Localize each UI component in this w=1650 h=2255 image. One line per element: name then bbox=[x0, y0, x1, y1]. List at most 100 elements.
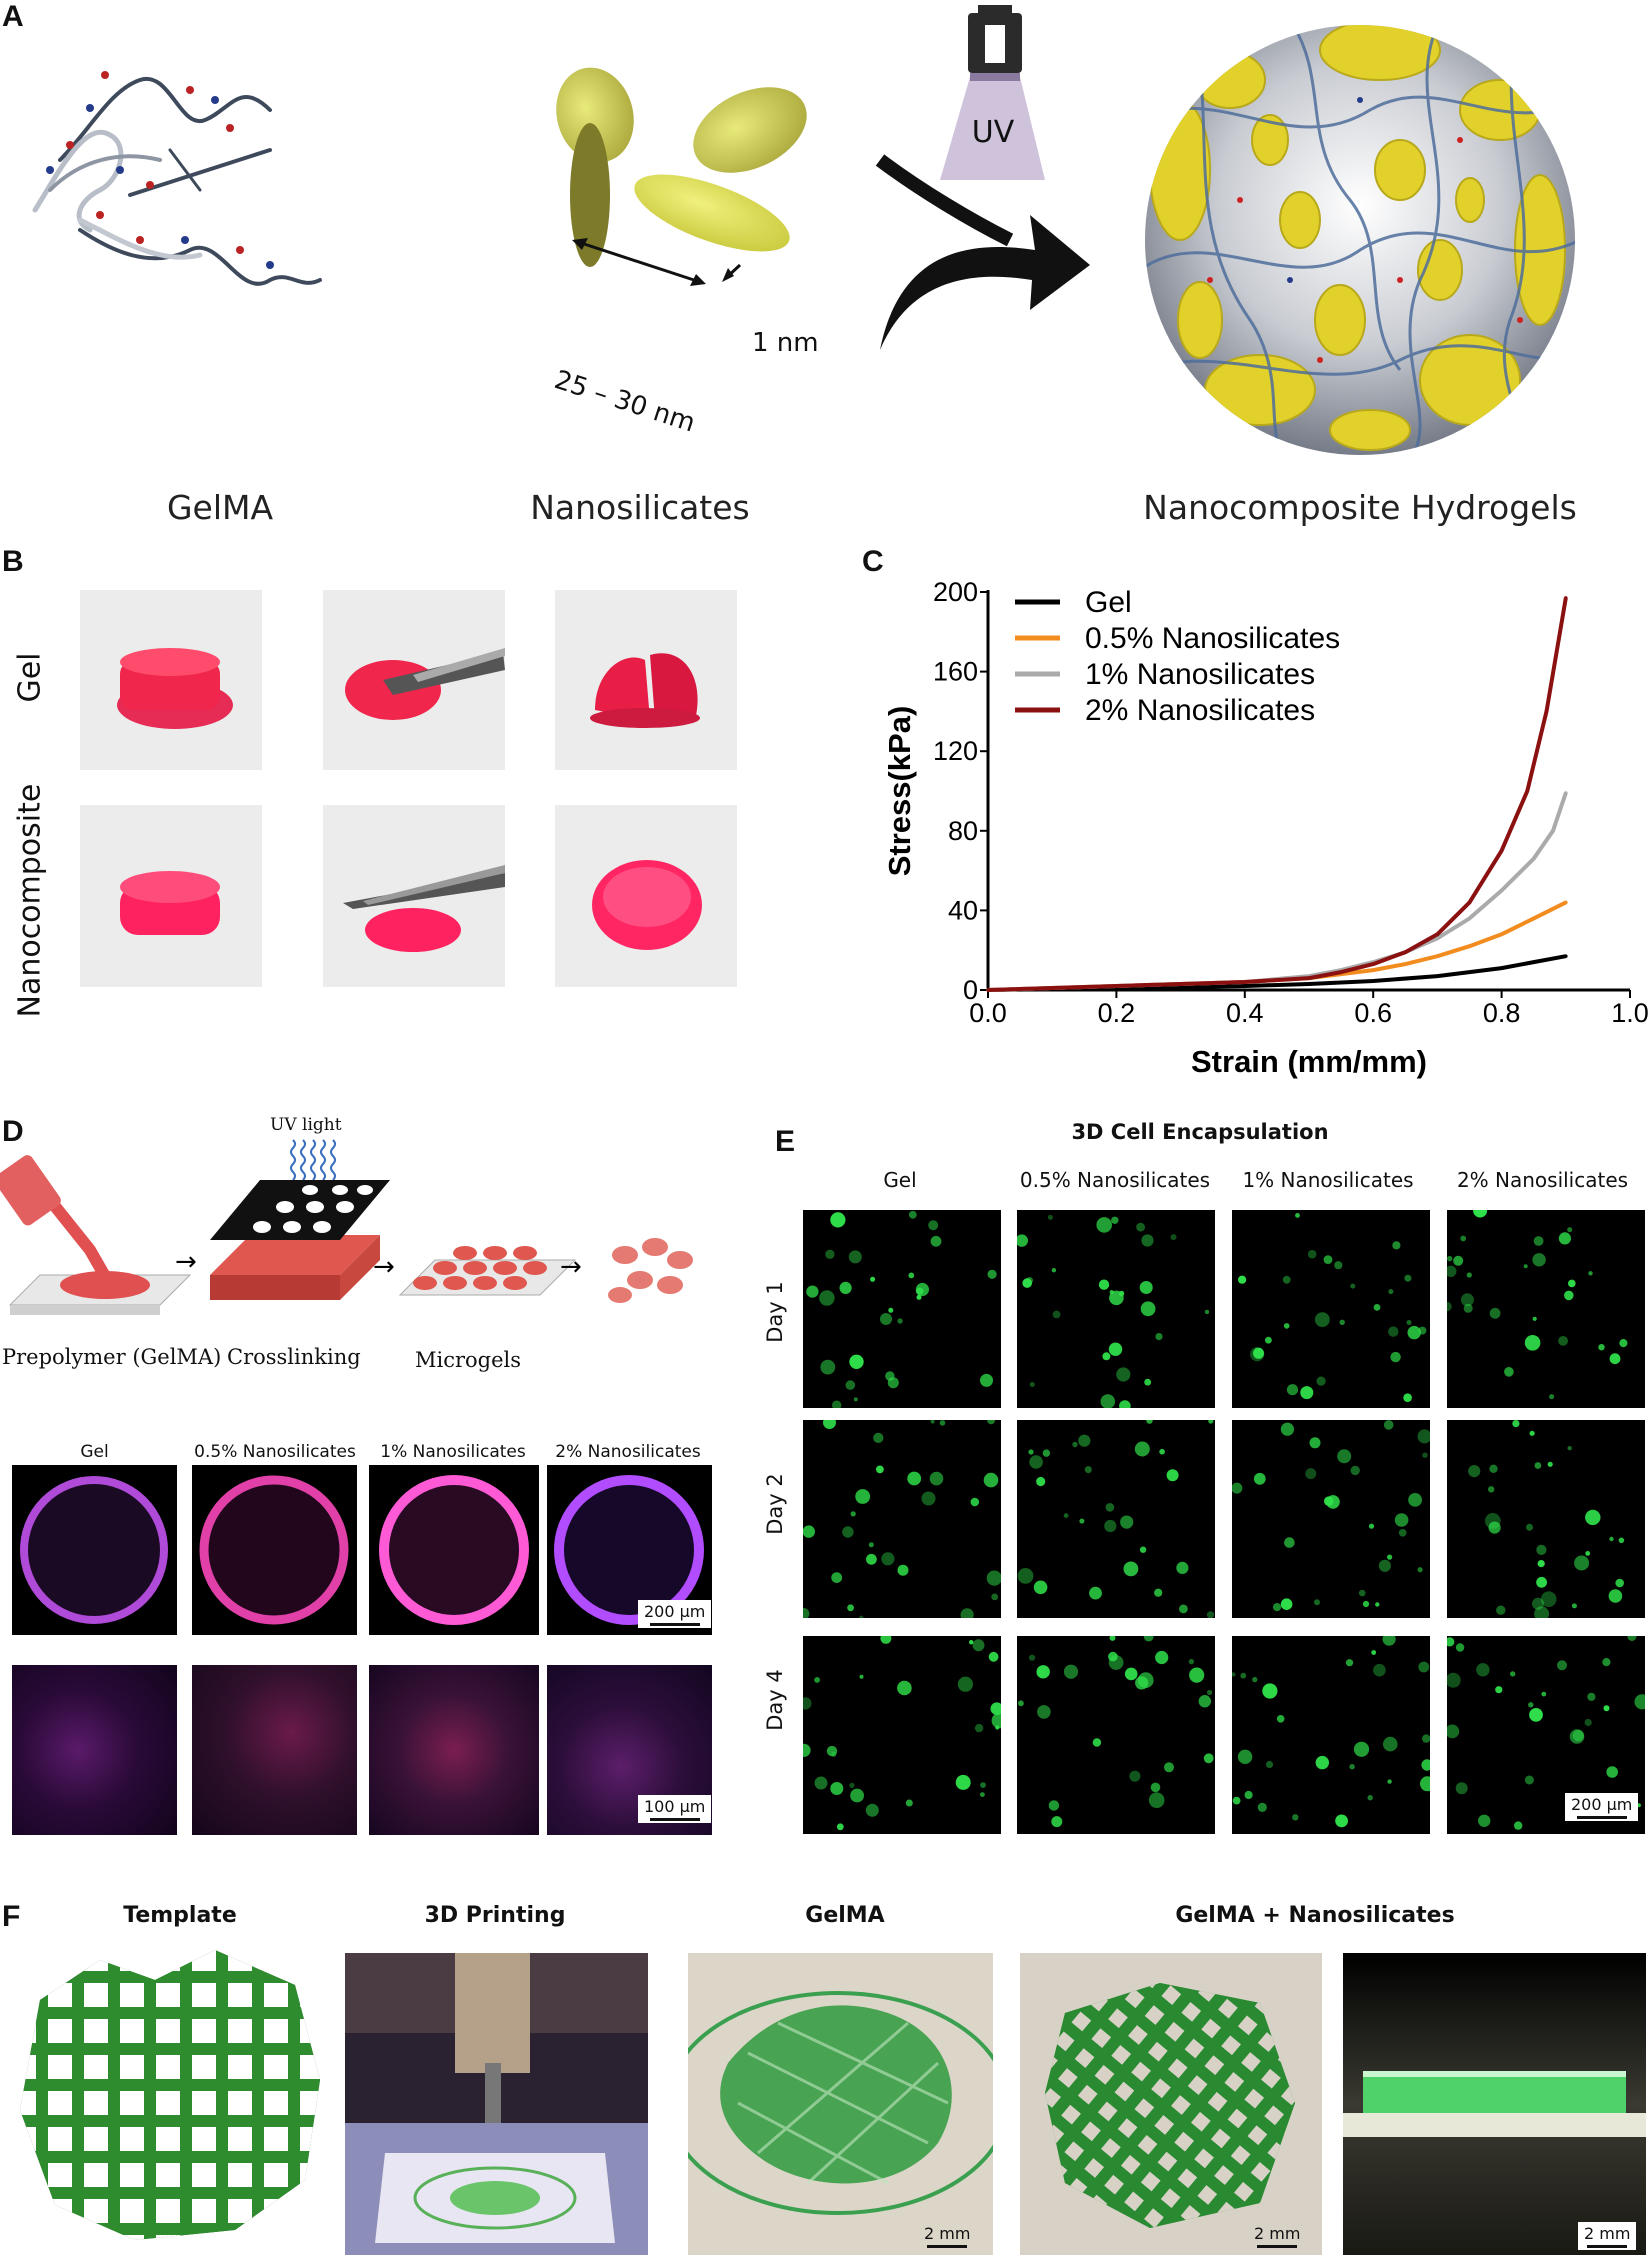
svg-text:→: → bbox=[560, 1252, 582, 1282]
series-3-point bbox=[1435, 932, 1440, 937]
series-0-point bbox=[1371, 979, 1375, 983]
f-title-gelma: GelMA bbox=[805, 1903, 885, 1928]
d-col-1: 1% Nanosilicates bbox=[380, 1442, 526, 1462]
e-title: 3D Cell Encapsulation bbox=[1071, 1120, 1329, 1144]
f-title-gelma-nanosilicates: GelMA + Nanosilicates bbox=[1175, 1903, 1455, 1928]
x-tick-label: 0.0 bbox=[969, 998, 1007, 1028]
x-tick-label: 1.0 bbox=[1611, 998, 1649, 1028]
series-3-point bbox=[986, 988, 990, 992]
step-crosslinking: Crosslinking bbox=[227, 1345, 361, 1369]
series-1-point bbox=[1467, 944, 1472, 949]
nanosilicates-illustration bbox=[556, 67, 807, 286]
d-ring-0-5 bbox=[192, 1465, 357, 1635]
series-1-point bbox=[1531, 916, 1536, 921]
photo-gel-intact bbox=[80, 590, 262, 770]
series-1-point bbox=[1564, 900, 1568, 905]
photo-gel-broken bbox=[555, 590, 737, 770]
scalebar-2mm-side-label: 2 mm bbox=[1584, 2224, 1631, 2243]
series-line-0 bbox=[987, 954, 1567, 992]
y-axis-label: Stress(kPa) bbox=[882, 706, 917, 877]
scalebar-100um-d-label: 100 µm bbox=[644, 1797, 706, 1816]
e-row-day1: Day 1 bbox=[763, 1281, 787, 1343]
series-3-point bbox=[1525, 789, 1530, 793]
series-1-point bbox=[1403, 962, 1408, 966]
row-label-nanocomposite: Nanocomposite bbox=[12, 783, 48, 1018]
series-2-point bbox=[1435, 936, 1440, 941]
legend-label-2: 1% Nanosilicates bbox=[1085, 658, 1315, 691]
size-label-25-30nm: 25 – 30 nm bbox=[550, 365, 699, 439]
e-micrograph-day2-col3 bbox=[1232, 1420, 1430, 1618]
d-col-gel: Gel bbox=[80, 1442, 109, 1462]
caption-gelma: GelMA bbox=[166, 488, 274, 527]
f-title-3d-printing: 3D Printing bbox=[424, 1903, 566, 1928]
caption-nanocomposite-hydrogels: Nanocomposite Hydrogels bbox=[1143, 488, 1577, 527]
photo-nanocomposite-cut bbox=[323, 805, 505, 987]
panel-label-c: C bbox=[862, 545, 884, 578]
row-label-gel: Gel bbox=[12, 652, 48, 703]
d-confocal-0-5 bbox=[192, 1665, 357, 1835]
series-3-point bbox=[1243, 980, 1247, 984]
d-col-2: 2% Nanosilicates bbox=[555, 1442, 701, 1462]
y-tick-label: 200 bbox=[933, 577, 978, 607]
series-2-point bbox=[1467, 916, 1472, 921]
uv-lamp-icon bbox=[940, 5, 1045, 180]
scalebar-2mm-gelma: 2 mm bbox=[918, 2222, 976, 2250]
scalebar-100um-d: 100 µm bbox=[638, 1795, 712, 1823]
series-3-point bbox=[1178, 982, 1183, 986]
f-template-grid bbox=[5, 1940, 335, 2250]
e-col-2: 2% Nanosilicates bbox=[1456, 1168, 1629, 1192]
scalebar-2mm-side: 2 mm bbox=[1578, 2222, 1637, 2250]
panel-label-d: D bbox=[2, 1115, 24, 1148]
series-2-point bbox=[1551, 829, 1555, 833]
d-ring-gel bbox=[12, 1465, 177, 1635]
uv-label: UV bbox=[971, 115, 1015, 150]
svg-text:→: → bbox=[373, 1252, 395, 1282]
e-col-gel: Gel bbox=[883, 1168, 917, 1192]
photo-gel-cut bbox=[323, 590, 505, 770]
panel-label-e: E bbox=[775, 1125, 796, 1158]
scalebar-2mm-nanosilicates: 2 mm bbox=[1248, 2222, 1306, 2250]
d-confocal-1 bbox=[369, 1665, 539, 1835]
y-tick-label: 40 bbox=[948, 895, 978, 925]
panel-label-a: A bbox=[2, 0, 24, 33]
f-gelma-print bbox=[688, 1953, 993, 2255]
series-0-point bbox=[1531, 960, 1536, 964]
y-tick-label: 160 bbox=[933, 657, 978, 687]
f-title-template: Template bbox=[123, 1903, 237, 1928]
e-col-0-5: 0.5% Nanosilicates bbox=[1019, 1168, 1211, 1192]
scalebar-200um-e: 200 µm bbox=[1565, 1793, 1639, 1821]
y-tick-label: 120 bbox=[933, 736, 978, 766]
x-tick-label: 0.4 bbox=[1226, 998, 1264, 1028]
panel-label-f: F bbox=[2, 1900, 21, 1933]
series-2-point bbox=[1499, 888, 1504, 893]
legend-label-1: 0.5% Nanosilicates bbox=[1085, 622, 1340, 655]
series-1-point bbox=[1371, 968, 1375, 972]
photo-nanocomposite-after bbox=[555, 805, 737, 987]
e-micrograph-day3-col3 bbox=[1232, 1636, 1430, 1834]
e-micrograph-day3-col2 bbox=[1017, 1636, 1215, 1834]
scalebar-2mm-nanosilicates-label: 2 mm bbox=[1254, 2224, 1301, 2243]
series-3-point bbox=[1114, 984, 1119, 988]
e-micrograph-day1-col2 bbox=[1017, 1210, 1215, 1408]
y-tick-label: 0 bbox=[963, 975, 978, 1005]
scalebar-200um-d: 200 µm bbox=[638, 1600, 712, 1628]
series-3-point bbox=[1371, 962, 1375, 966]
series-3-point bbox=[1050, 986, 1054, 990]
series-3-point bbox=[1307, 976, 1311, 980]
e-micrograph-day2-col2 bbox=[1017, 1420, 1215, 1618]
scalebar-2mm-gelma-label: 2 mm bbox=[924, 2224, 971, 2243]
curved-arrow-icon bbox=[875, 154, 1090, 350]
series-2-point bbox=[1564, 791, 1568, 795]
series-0-point bbox=[1307, 982, 1311, 986]
series-0-point bbox=[1564, 954, 1568, 958]
scalebar-200um-e-label: 200 µm bbox=[1571, 1795, 1633, 1814]
d-confocal-gel bbox=[12, 1665, 177, 1835]
f-gelma-nanosilicates-print bbox=[1020, 1953, 1322, 2255]
e-micrograph-day1-col3 bbox=[1232, 1210, 1430, 1408]
series-0-point bbox=[1499, 966, 1504, 970]
scalebar-200um-d-label: 200 µm bbox=[644, 1602, 706, 1621]
series-line-3 bbox=[987, 597, 1568, 992]
gelma-chains-illustration bbox=[32, 71, 322, 286]
microgel-process-illustration: → → → bbox=[0, 1139, 693, 1315]
e-col-1: 1% Nanosilicates bbox=[1242, 1168, 1414, 1192]
